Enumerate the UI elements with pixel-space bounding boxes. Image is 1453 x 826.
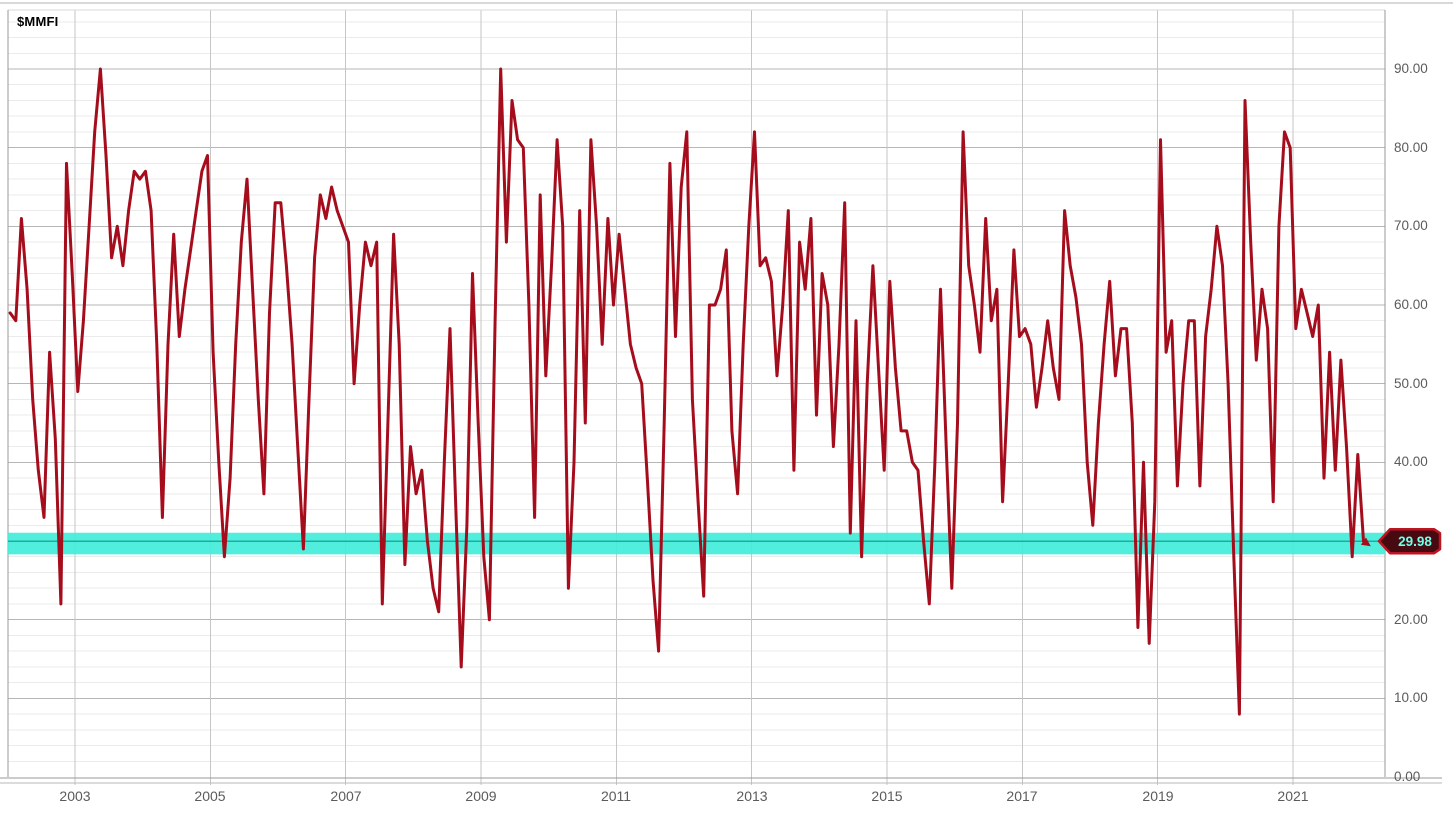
x-axis-label: 2009 [465, 788, 497, 804]
symbol-title: $MMFI [17, 14, 59, 29]
x-axis-label: 2019 [1142, 788, 1174, 804]
y-axis-label: 0.00 [1394, 769, 1421, 784]
x-axis-label: 2015 [871, 788, 903, 804]
y-axis-label: 50.00 [1394, 376, 1428, 391]
line-end-arrow-icon [1360, 537, 1371, 547]
y-axis-label: 40.00 [1394, 454, 1428, 469]
y-axis-label: 10.00 [1394, 690, 1428, 705]
x-axis-label: 2007 [330, 788, 362, 804]
last-price-tag-shape [1377, 527, 1442, 555]
y-axis-label: 90.00 [1394, 61, 1428, 76]
last-price-tag: 29.98 [1377, 527, 1442, 555]
x-axis-label: 2011 [600, 788, 632, 804]
signal-band [8, 532, 1385, 555]
last-price-value: 29.98 [1398, 534, 1432, 549]
x-axis-label: 2017 [1006, 788, 1038, 804]
x-axis-label: 2003 [59, 788, 91, 804]
price-line [8, 67, 1365, 716]
y-axis-label: 70.00 [1394, 218, 1428, 233]
x-axis-label: 2013 [736, 788, 768, 804]
x-axis-label: 2005 [194, 788, 226, 804]
y-axis-label: 60.00 [1394, 297, 1428, 312]
x-axis-label: 2021 [1277, 788, 1309, 804]
y-axis-label: 80.00 [1394, 140, 1428, 155]
y-axis-label: 20.00 [1394, 612, 1428, 627]
